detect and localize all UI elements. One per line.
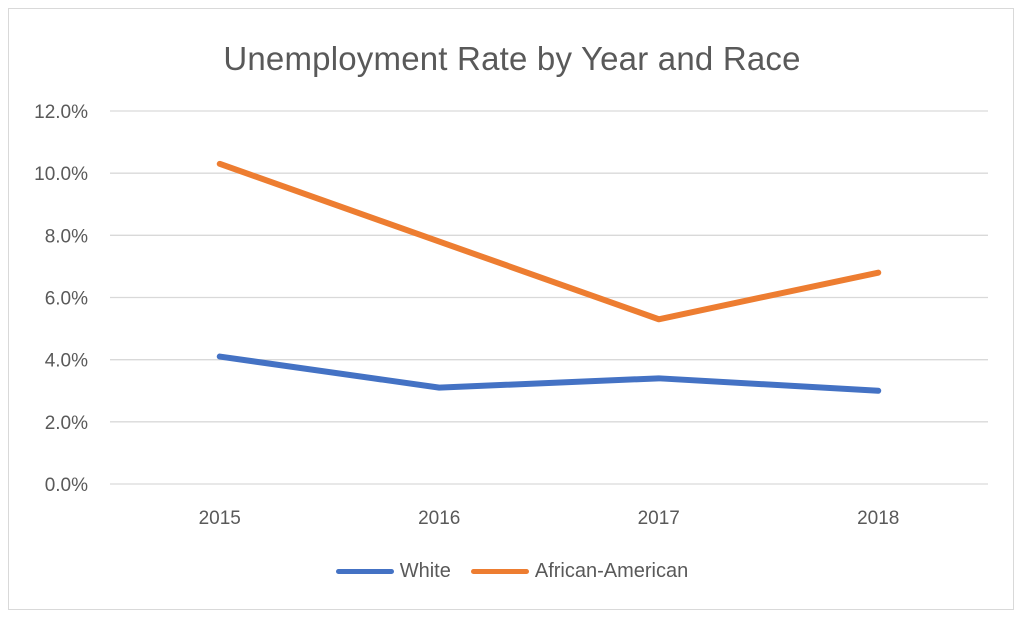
legend-item-african-american: African-American: [470, 560, 689, 583]
chart-frame: [8, 8, 1014, 610]
y-tick-label: 6.0%: [45, 289, 88, 310]
legend-swatch-white: [335, 569, 394, 574]
y-tick-label: 4.0%: [45, 351, 88, 372]
legend-swatch-african-american: [470, 569, 529, 574]
gridlines: [110, 110, 988, 485]
y-tick-label: 10.0%: [34, 164, 88, 185]
x-tick-label: 2018: [857, 508, 899, 529]
y-tick-label: 12.0%: [34, 102, 88, 123]
legend-label-african-american: African-American: [534, 560, 689, 582]
series-line-african-american: [216, 160, 882, 323]
chart-title: Unemployment Rate by Year and Race: [223, 40, 801, 77]
legend-label-white: White: [399, 560, 451, 582]
x-tick-label: 2017: [638, 508, 680, 529]
y-axis-ticks: 0.0% 2.0% 4.0% 6.0% 8.0% 10.0% 12.0%: [34, 102, 88, 496]
legend: White African-American: [0, 560, 1024, 583]
x-tick-label: 2016: [418, 508, 460, 529]
y-tick-label: 2.0%: [45, 413, 88, 434]
y-tick-label: 0.0%: [45, 475, 88, 496]
legend-item-white: White: [335, 560, 451, 583]
series-line-white: [216, 353, 882, 394]
x-tick-label: 2015: [199, 508, 241, 529]
y-tick-label: 8.0%: [45, 226, 88, 247]
x-axis-ticks: 2015 2016 2017 2018: [199, 508, 900, 529]
series-lines: [216, 160, 882, 394]
